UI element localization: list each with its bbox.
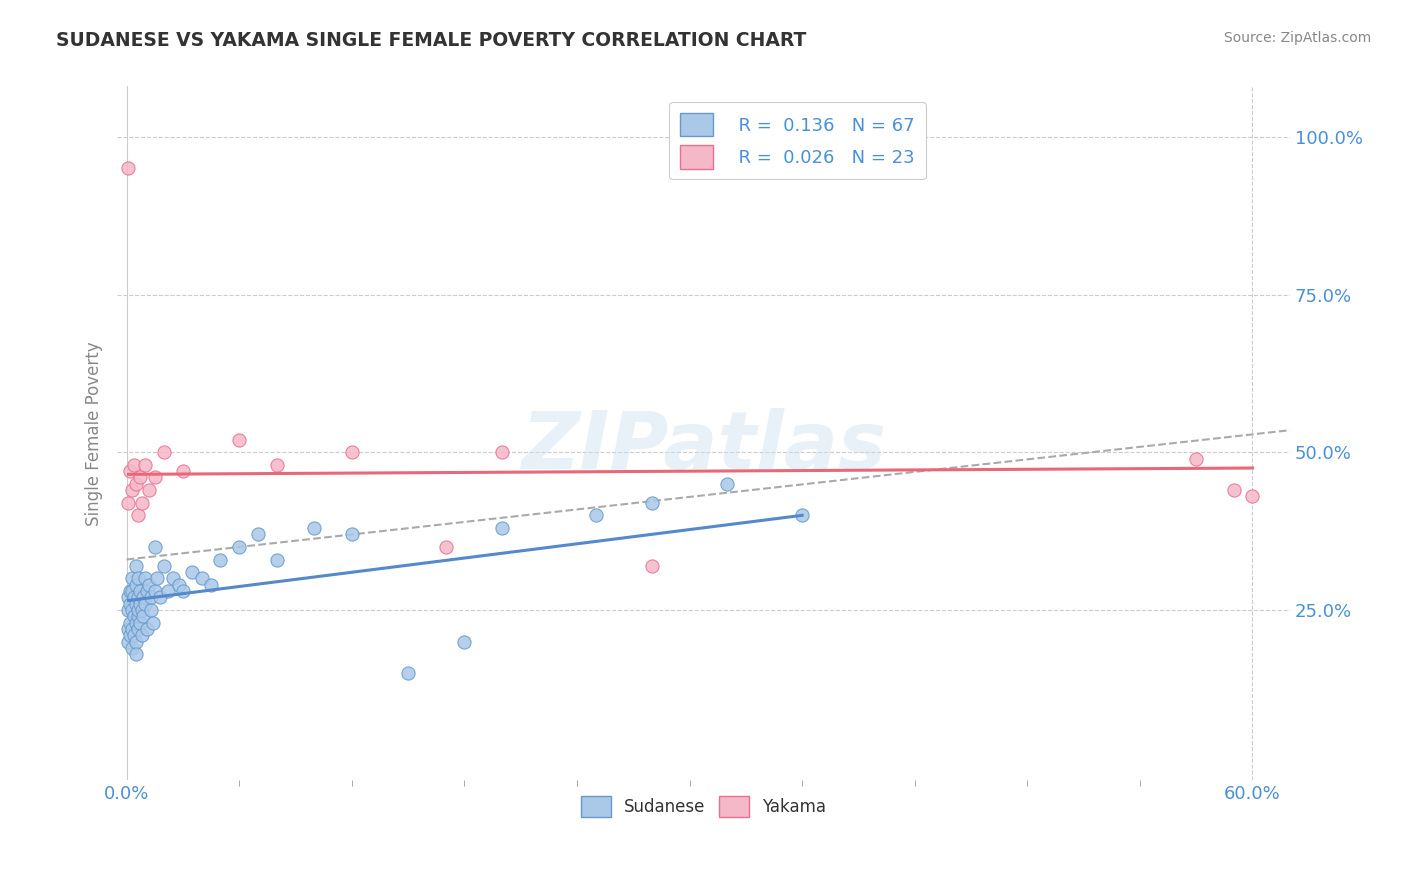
- Point: [128, 470, 150, 484]
- Point: [132, 609, 155, 624]
- Point: [121, 571, 143, 585]
- Point: [491, 521, 513, 535]
- Point: [138, 578, 160, 592]
- Point: [139, 603, 162, 617]
- Point: [136, 622, 159, 636]
- Point: [120, 628, 142, 642]
- Point: [1222, 483, 1244, 497]
- Point: [121, 622, 143, 636]
- Point: [209, 552, 232, 566]
- Point: [145, 571, 167, 585]
- Point: [127, 508, 149, 523]
- Point: [143, 584, 166, 599]
- Point: [127, 603, 149, 617]
- Point: [136, 584, 159, 599]
- Point: [396, 666, 419, 681]
- Point: [302, 521, 325, 535]
- Point: [121, 483, 143, 497]
- Point: [131, 628, 153, 642]
- Point: [125, 597, 148, 611]
- Point: [138, 483, 160, 497]
- Point: [122, 591, 145, 605]
- Point: [125, 634, 148, 648]
- Text: SUDANESE VS YAKAMA SINGLE FEMALE POVERTY CORRELATION CHART: SUDANESE VS YAKAMA SINGLE FEMALE POVERTY…: [56, 31, 807, 50]
- Point: [117, 634, 139, 648]
- Point: [1185, 451, 1208, 466]
- Point: [641, 496, 664, 510]
- Point: [434, 540, 457, 554]
- Point: [120, 464, 142, 478]
- Point: [128, 597, 150, 611]
- Point: [266, 458, 288, 472]
- Y-axis label: Single Female Poverty: Single Female Poverty: [86, 341, 103, 525]
- Point: [246, 527, 269, 541]
- Point: [131, 603, 153, 617]
- Point: [143, 540, 166, 554]
- Point: [228, 433, 250, 447]
- Point: [132, 591, 155, 605]
- Point: [125, 558, 148, 573]
- Point: [716, 476, 738, 491]
- Point: [134, 571, 156, 585]
- Point: [117, 622, 139, 636]
- Point: [127, 609, 149, 624]
- Point: [1241, 490, 1264, 504]
- Point: [134, 597, 156, 611]
- Point: [162, 571, 184, 585]
- Point: [453, 634, 475, 648]
- Point: [125, 615, 148, 630]
- Point: [228, 540, 250, 554]
- Point: [125, 476, 148, 491]
- Point: [153, 445, 176, 459]
- Point: [125, 647, 148, 661]
- Point: [167, 578, 190, 592]
- Point: [172, 464, 194, 478]
- Point: [491, 445, 513, 459]
- Point: [127, 571, 149, 585]
- Point: [125, 578, 148, 592]
- Text: Source: ZipAtlas.com: Source: ZipAtlas.com: [1223, 31, 1371, 45]
- Point: [122, 609, 145, 624]
- Point: [172, 584, 194, 599]
- Point: [121, 640, 143, 655]
- Point: [143, 470, 166, 484]
- Point: [790, 508, 813, 523]
- Point: [127, 591, 149, 605]
- Point: [266, 552, 288, 566]
- Point: [128, 584, 150, 599]
- Point: [117, 603, 139, 617]
- Point: [127, 622, 149, 636]
- Point: [131, 496, 153, 510]
- Point: [121, 603, 143, 617]
- Point: [121, 584, 143, 599]
- Point: [585, 508, 607, 523]
- Point: [156, 584, 179, 599]
- Point: [120, 584, 142, 599]
- Point: [117, 161, 139, 176]
- Point: [120, 597, 142, 611]
- Point: [139, 591, 162, 605]
- Legend: Sudanese, Yakama: Sudanese, Yakama: [574, 789, 832, 824]
- Point: [142, 615, 165, 630]
- Point: [134, 458, 156, 472]
- Point: [641, 558, 664, 573]
- Point: [117, 591, 139, 605]
- Point: [340, 527, 363, 541]
- Text: ZIPatlas: ZIPatlas: [522, 409, 886, 486]
- Point: [340, 445, 363, 459]
- Point: [200, 578, 222, 592]
- Point: [117, 496, 139, 510]
- Point: [122, 628, 145, 642]
- Point: [149, 591, 172, 605]
- Point: [120, 615, 142, 630]
- Point: [181, 565, 204, 579]
- Point: [122, 458, 145, 472]
- Point: [153, 558, 176, 573]
- Point: [190, 571, 212, 585]
- Point: [128, 615, 150, 630]
